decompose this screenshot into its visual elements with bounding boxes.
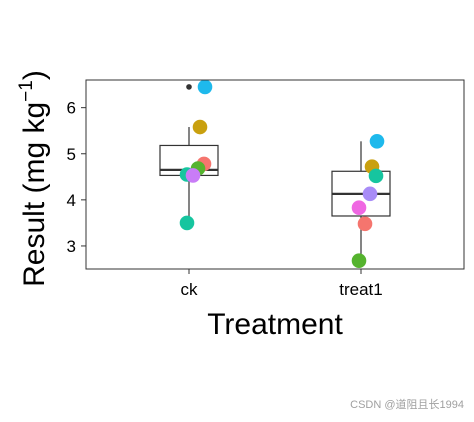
- data-point: [357, 216, 373, 232]
- y-axis-title-main: Result (mg kg: [18, 102, 51, 287]
- data-point: [185, 168, 201, 183]
- data-point: [351, 200, 367, 215]
- plot-panel-border: [85, 79, 465, 270]
- x-axis-title: Treatment: [207, 308, 343, 341]
- x-tick-label: treat1: [339, 280, 382, 299]
- axis-layer: 3 4 5 6 ck treat1: [67, 99, 383, 299]
- y-axis-title-close: ): [18, 70, 51, 80]
- y-tick-label: 5: [67, 145, 76, 164]
- data-point: [369, 134, 385, 149]
- data-point: [368, 168, 384, 184]
- points-layer: [179, 79, 385, 269]
- y-tick-label: 3: [67, 237, 76, 256]
- data-point: [192, 119, 208, 135]
- data-point: [351, 253, 367, 269]
- y-tick-label: 6: [67, 99, 76, 118]
- y-axis-title-superscript: −1: [16, 80, 37, 102]
- data-point: [179, 215, 195, 231]
- data-point: [362, 186, 378, 202]
- y-tick-label: 4: [67, 191, 76, 210]
- watermark: CSDN @道阻且长1994: [350, 399, 464, 411]
- y-axis-title: Result (mg kg−1): [16, 70, 51, 287]
- data-point: [197, 79, 213, 95]
- outlier-point: [186, 84, 192, 90]
- x-tick-label: ck: [181, 280, 199, 299]
